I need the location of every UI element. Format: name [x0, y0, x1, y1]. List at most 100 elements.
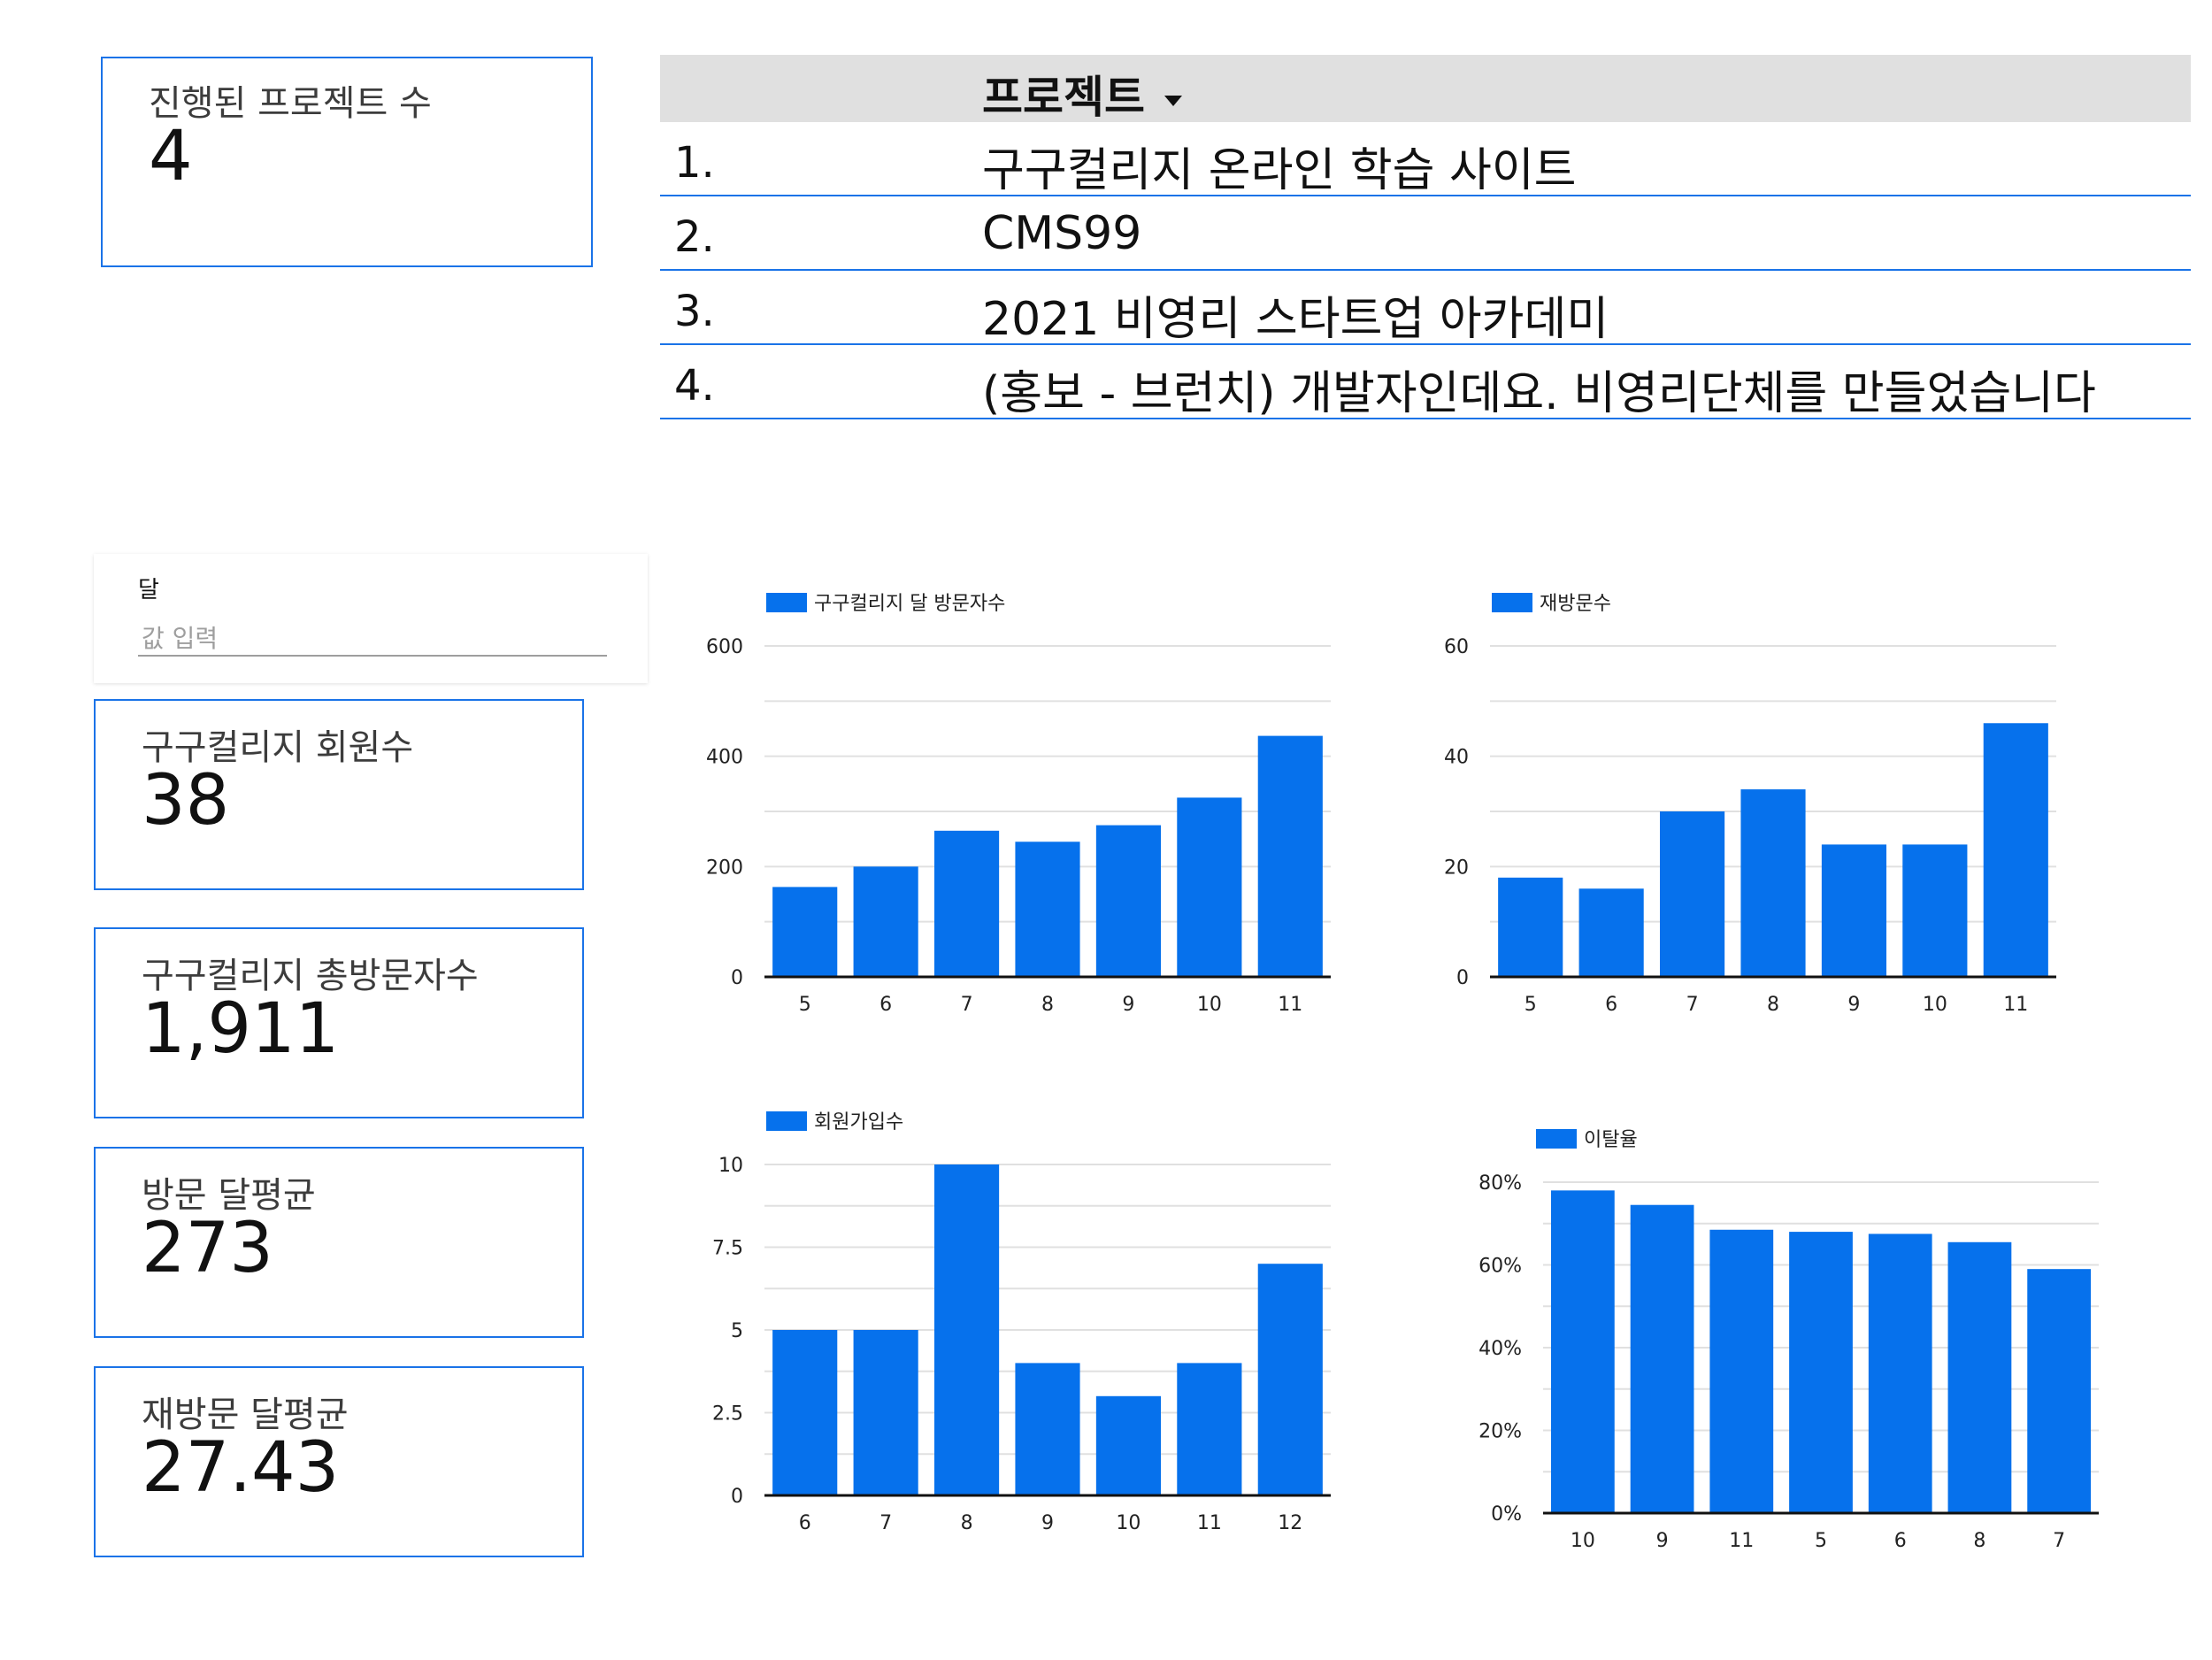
bar	[1257, 735, 1323, 977]
bar	[1902, 844, 1968, 977]
x-tick-label: 11	[1729, 1530, 1754, 1552]
month-filter: 달	[94, 554, 648, 683]
x-tick-label: 5	[799, 994, 811, 1016]
bar	[1550, 1190, 1615, 1513]
y-tick-label: 7.5	[712, 1238, 743, 1260]
bar	[934, 1164, 1000, 1495]
y-tick-label: 2.5	[712, 1403, 743, 1426]
x-tick-label: 8	[961, 1512, 973, 1534]
table-header: 프로젝트	[660, 55, 2191, 123]
bar	[1630, 1204, 1694, 1513]
y-tick-label: 400	[706, 747, 743, 769]
bar	[1177, 1363, 1242, 1495]
bar	[1257, 1264, 1323, 1495]
y-tick-label: 10	[718, 1155, 743, 1177]
legend-swatch	[766, 593, 807, 612]
x-tick-label: 8	[1767, 994, 1779, 1016]
bar	[934, 830, 1000, 977]
row-index: 1.	[674, 138, 715, 188]
y-tick-label: 5	[731, 1320, 743, 1342]
table-row[interactable]: 4. (홍보 - 브런치) 개발자인데요. 비영리단체를 만들었습니다	[660, 345, 2191, 420]
y-tick-label: 0	[1456, 967, 1469, 989]
y-tick-label: 40%	[1479, 1338, 1522, 1360]
y-tick-label: 200	[706, 857, 743, 879]
x-tick-label: 6	[879, 994, 892, 1016]
y-tick-label: 60	[1444, 636, 1469, 658]
x-tick-label: 6	[799, 1512, 811, 1534]
revisits-bar-chart[interactable]: 재방문수 0 20 40 60 5 6 7 8 9 10 11	[1398, 566, 2070, 1026]
bar	[1868, 1233, 1932, 1513]
bar	[772, 887, 838, 977]
signups-bar-chart[interactable]: 회원가입수 0 2.5 5 7.5 10 6 7 8 9 10 11 12	[672, 1085, 1345, 1545]
y-tick-label: 0	[731, 1486, 743, 1508]
bar	[1789, 1232, 1853, 1513]
visitors-bar-chart[interactable]: 구구컬리지 달 방문자수 0 200 400 600 5 6 7 8 9 10 11	[672, 566, 1345, 1026]
legend-label: 회원가입수	[814, 1111, 903, 1134]
x-tick-label: 8	[1041, 994, 1054, 1016]
y-tick-label: 20%	[1479, 1421, 1522, 1443]
x-tick-label: 7	[961, 994, 973, 1016]
x-tick-label: 6	[1605, 994, 1617, 1016]
table-row[interactable]: 1. 구구컬리지 온라인 학습 사이트	[660, 122, 2191, 197]
x-tick-label: 5	[1815, 1530, 1827, 1552]
bar	[1498, 877, 1563, 977]
x-tick-label: 8	[1973, 1530, 1985, 1552]
project-name: (홍보 - 브런치) 개발자인데요. 비영리단체를 만들었습니다	[982, 367, 2096, 420]
project-name: 2021 비영리 스타트업 아카데미	[982, 293, 1609, 346]
scorecard-value: 1,911	[142, 989, 340, 1069]
scorecard-label: 방문 달평균	[142, 1175, 316, 1216]
x-tick-label: 9	[1656, 1530, 1669, 1552]
project-name: 구구컬리지 온라인 학습 사이트	[982, 144, 1577, 197]
table-row[interactable]: 3. 2021 비영리 스타트업 아카데미	[660, 271, 2191, 346]
y-tick-label: 20	[1444, 857, 1469, 879]
churn-bar-chart[interactable]: 이탈율 0% 20% 40% 60% 80% 10 9 11 5 6 8 7	[1398, 1104, 2124, 1564]
project-table: 프로젝트 1. 구구컬리지 온라인 학습 사이트 2. CMS99 3. 202…	[660, 55, 2191, 420]
bar	[1821, 844, 1886, 977]
x-tick-label: 10	[1571, 1530, 1595, 1552]
scorecard-members: 구구컬리지 회원수 38	[94, 699, 584, 890]
scorecard-visit-average: 방문 달평균 273	[94, 1147, 584, 1338]
bar	[853, 866, 918, 977]
x-tick-label: 10	[1116, 1512, 1141, 1534]
legend-swatch	[1536, 1129, 1577, 1149]
bar	[1015, 1363, 1080, 1495]
row-index: 3.	[674, 287, 715, 336]
x-tick-label: 10	[1197, 994, 1222, 1016]
y-tick-label: 600	[706, 636, 743, 658]
bar	[1947, 1241, 2012, 1513]
bar	[1709, 1229, 1774, 1513]
table-row[interactable]: 2. CMS99	[660, 196, 2191, 271]
bar	[772, 1330, 838, 1495]
y-tick-label: 80%	[1479, 1172, 1522, 1195]
scorecard-label: 진행된 프로젝트 수	[149, 83, 432, 124]
y-tick-label: 0%	[1491, 1503, 1522, 1526]
filter-label: 달	[138, 577, 159, 603]
x-tick-label: 7	[2053, 1530, 2065, 1552]
legend-label: 이탈율	[1584, 1129, 1638, 1151]
scorecard-value: 4	[149, 117, 193, 196]
month-filter-input[interactable]	[138, 621, 607, 657]
x-tick-label: 6	[1894, 1530, 1907, 1552]
y-tick-label: 0	[731, 967, 743, 989]
column-header-project[interactable]: 프로젝트	[982, 62, 1182, 126]
scorecard-value: 273	[142, 1209, 273, 1288]
bar	[1740, 789, 1806, 977]
x-tick-label: 10	[1923, 994, 1947, 1016]
bar	[1983, 723, 2048, 977]
x-tick-label: 9	[1122, 994, 1134, 1016]
y-tick-label: 60%	[1479, 1256, 1522, 1278]
legend-swatch	[766, 1111, 807, 1131]
bar	[1095, 825, 1161, 977]
x-tick-label: 11	[1197, 1512, 1222, 1534]
x-tick-label: 9	[1847, 994, 1860, 1016]
legend-label: 재방문수	[1540, 593, 1611, 615]
legend-swatch	[1492, 593, 1532, 612]
sort-down-icon[interactable]	[1164, 95, 1182, 106]
scorecard-label: 구구컬리지 총방문자수	[142, 956, 479, 996]
x-tick-label: 11	[2003, 994, 2028, 1016]
row-index: 2.	[674, 212, 715, 262]
scorecard-total-visitors: 구구컬리지 총방문자수 1,911	[94, 927, 584, 1118]
bar	[1177, 797, 1242, 977]
project-name: CMS99	[982, 207, 1142, 260]
y-tick-label: 40	[1444, 747, 1469, 769]
